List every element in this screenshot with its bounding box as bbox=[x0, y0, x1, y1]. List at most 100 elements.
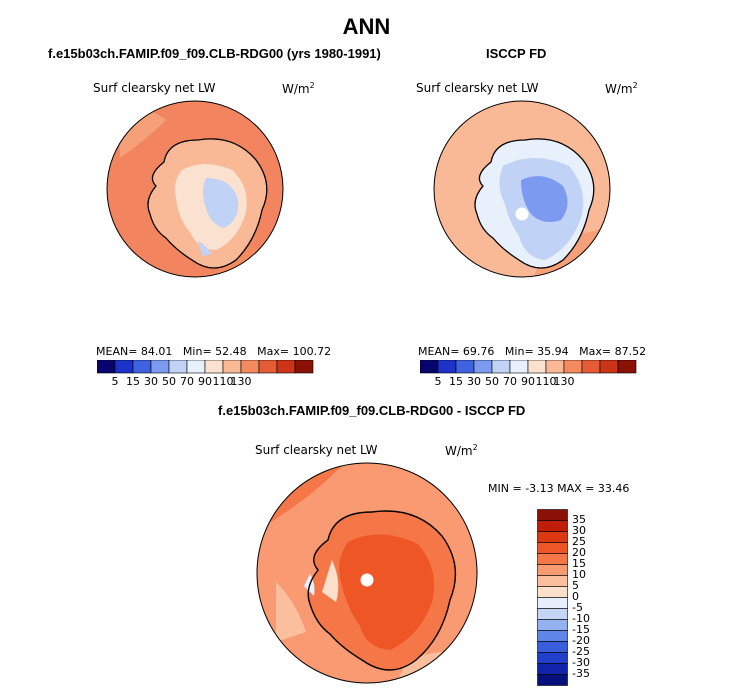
panel2-colorbar-swatch bbox=[491, 360, 511, 374]
panel3-colorbar-tick-label: 25 bbox=[572, 535, 586, 548]
panel1-colorbar bbox=[97, 360, 314, 374]
panel3-colorbar-tick-label: 0 bbox=[572, 590, 579, 603]
panel3-colorbar-swatch bbox=[537, 553, 568, 565]
panel2-colorbar-swatch bbox=[599, 360, 619, 374]
panel1-colorbar-swatch bbox=[294, 360, 314, 374]
panel1-stats: MEAN= 84.01 Min= 52.48 Max= 100.72 bbox=[96, 345, 332, 358]
panel1-colorbar-tick-label: 30 bbox=[144, 375, 158, 388]
panel2-map bbox=[433, 100, 611, 278]
panel3-colorbar-tick-label: -15 bbox=[572, 623, 590, 636]
panel1-colorbar-swatch bbox=[150, 360, 170, 374]
panel2-colorbar-swatch bbox=[581, 360, 601, 374]
panel1-units: W/m2 bbox=[282, 81, 315, 96]
panel3-pole-hole bbox=[360, 573, 374, 587]
panel2-stats: MEAN= 69.76 Min= 35.94 Max= 87.52 bbox=[418, 345, 647, 358]
panel3-colorbar-swatch bbox=[537, 674, 568, 686]
panel2-colorbar-swatch bbox=[527, 360, 547, 374]
panel3-colorbar-tick-label: -35 bbox=[572, 667, 590, 680]
panel3-colorbar-tick-label: 15 bbox=[572, 557, 586, 570]
panel2-colorbar bbox=[420, 360, 637, 374]
panel1-colorbar-swatch bbox=[258, 360, 278, 374]
panel3-colorbar-swatch bbox=[537, 652, 568, 664]
panel3-colorbar-swatch bbox=[537, 597, 568, 609]
panel3-colorbar-swatch bbox=[537, 564, 568, 576]
panel2-colorbar-tick-label: 50 bbox=[485, 375, 499, 388]
panel3-colorbar-tick-label: 5 bbox=[572, 579, 579, 592]
panel3-colorbar-tick-label: -10 bbox=[572, 612, 590, 625]
panel3-colorbar-swatch bbox=[537, 531, 568, 543]
panel1-coastline bbox=[147, 138, 268, 269]
panel1-colorbar-tick-label: 70 bbox=[180, 375, 194, 388]
panel3-colorbar-swatch bbox=[537, 520, 568, 532]
panel3-stats: MIN = -3.13 MAX = 33.46 bbox=[488, 482, 630, 495]
panel2-colorbar-tick-label: 70 bbox=[503, 375, 517, 388]
panel1-variable: Surf clearsky net LW bbox=[93, 81, 216, 95]
panel3-colorbar-tick-label: 35 bbox=[572, 513, 586, 526]
panel3-colorbar-tick-label: -30 bbox=[572, 656, 590, 669]
panel3-colorbar bbox=[537, 509, 568, 686]
panel2-pole-hole bbox=[515, 207, 529, 221]
panel3-warm-region bbox=[339, 534, 435, 650]
panel3-colorbar-swatch bbox=[537, 619, 568, 631]
panel3-variable: Surf clearsky net LW bbox=[255, 443, 378, 457]
panel3-colorbar-swatch bbox=[537, 542, 568, 554]
panel3-colorbar-swatch bbox=[537, 575, 568, 587]
panel2-colorbar-tick-label: 130 bbox=[553, 375, 575, 388]
panel3-units: W/m2 bbox=[445, 443, 478, 458]
panel1-colorbar-tick-label: 130 bbox=[230, 375, 252, 388]
panel3-coastline bbox=[307, 510, 457, 671]
panel2-colorbar-swatch bbox=[509, 360, 529, 374]
panel3-colorbar-swatch bbox=[537, 509, 568, 521]
panel1-cold-region bbox=[203, 178, 239, 228]
panel1-map-border bbox=[106, 100, 284, 278]
panel1-colorbar-swatch bbox=[240, 360, 260, 374]
panel1-colorbar-swatch bbox=[276, 360, 296, 374]
panel3-colorbar-tick-label: -5 bbox=[572, 601, 583, 614]
panel1-colorbar-tick-label: 90 bbox=[198, 375, 212, 388]
panel2-units: W/m2 bbox=[605, 81, 638, 96]
panel2-colorbar-swatch bbox=[420, 360, 439, 374]
panel2-colorbar-swatch bbox=[473, 360, 493, 374]
panel1-title: f.e15b03ch.FAMIP.f09_f09.CLB-RDG00 (yrs … bbox=[48, 46, 381, 61]
panel3-colorbar-tick-label: 10 bbox=[572, 568, 586, 581]
panel3-colorbar-tick-label: -20 bbox=[572, 634, 590, 647]
panel2-map-border bbox=[433, 100, 611, 278]
panel1-map bbox=[106, 100, 284, 278]
panel2-colorbar-swatch bbox=[545, 360, 565, 374]
panel2-colorbar-tick-label: 15 bbox=[449, 375, 463, 388]
panel2-colorbar-tick-label: 110 bbox=[535, 375, 557, 388]
panel2-variable: Surf clearsky net LW bbox=[416, 81, 539, 95]
panel3-colorbar-swatch bbox=[537, 630, 568, 642]
panel3-colorbar-swatch bbox=[537, 608, 568, 620]
panel2-title: ISCCP FD bbox=[486, 46, 547, 61]
panel3-map bbox=[256, 462, 478, 684]
panel1-colorbar-swatch bbox=[204, 360, 224, 374]
panel3-colorbar-swatch bbox=[537, 663, 568, 675]
panel2-colorbar-swatch bbox=[563, 360, 583, 374]
panel2-colorbar-swatch bbox=[617, 360, 637, 374]
panel1-colorbar-tick-label: 50 bbox=[162, 375, 176, 388]
panel1-colorbar-swatch bbox=[168, 360, 188, 374]
panel2-colorbar-tick-label: 30 bbox=[467, 375, 481, 388]
panel1-colorbar-swatch bbox=[97, 360, 116, 374]
panel3-colorbar-swatch bbox=[537, 641, 568, 653]
page-title: ANN bbox=[342, 14, 391, 39]
panel1-colorbar-swatch bbox=[132, 360, 152, 374]
panel3-colorbar-tick-label: 30 bbox=[572, 524, 586, 537]
panel3-map-border bbox=[256, 462, 478, 684]
panel2-coastline bbox=[474, 138, 595, 269]
panel3-colorbar-swatch bbox=[537, 586, 568, 598]
panel1-colorbar-swatch bbox=[186, 360, 206, 374]
panel2-colorbar-tick-label: 90 bbox=[521, 375, 535, 388]
panel1-colorbar-tick-label: 110 bbox=[212, 375, 234, 388]
panel2-colorbar-swatch bbox=[455, 360, 475, 374]
panel2-colorbar-tick-label: 5 bbox=[434, 375, 442, 388]
panel1-colorbar-tick-label: 5 bbox=[111, 375, 119, 388]
panel3-title: f.e15b03ch.FAMIP.f09_f09.CLB-RDG00 - ISC… bbox=[218, 403, 526, 418]
panel1-colorbar-swatch bbox=[222, 360, 242, 374]
panel3-colorbar-tick-label: 20 bbox=[572, 546, 586, 559]
panel1-colorbar-swatch bbox=[114, 360, 134, 374]
panel1-colorbar-tick-label: 15 bbox=[126, 375, 140, 388]
panel2-colorbar-swatch bbox=[437, 360, 457, 374]
panel3-colorbar-tick-label: -25 bbox=[572, 645, 590, 658]
